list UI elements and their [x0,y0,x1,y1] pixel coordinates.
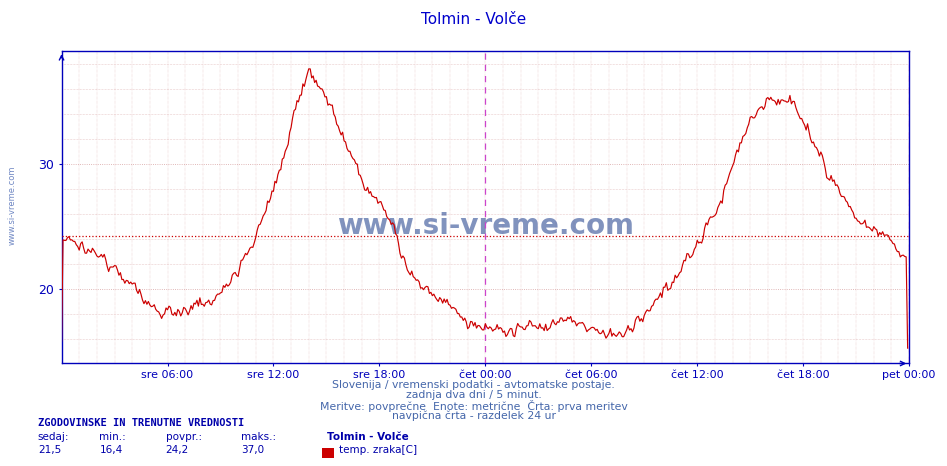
Text: 16,4: 16,4 [99,445,123,455]
Text: maks.:: maks.: [241,432,277,442]
Text: Tolmin - Volče: Tolmin - Volče [420,12,527,27]
Text: 21,5: 21,5 [38,445,62,455]
Text: ZGODOVINSKE IN TRENUTNE VREDNOSTI: ZGODOVINSKE IN TRENUTNE VREDNOSTI [38,418,244,427]
Text: www.si-vreme.com: www.si-vreme.com [337,212,634,240]
Text: 37,0: 37,0 [241,445,264,455]
Text: 24,2: 24,2 [166,445,189,455]
Text: Tolmin - Volče: Tolmin - Volče [327,432,408,442]
Text: zadnja dva dni / 5 minut.: zadnja dva dni / 5 minut. [405,390,542,400]
Text: min.:: min.: [99,432,126,442]
Text: povpr.:: povpr.: [166,432,202,442]
Text: sedaj:: sedaj: [38,432,69,442]
Text: Meritve: povprečne  Enote: metrične  Črta: prva meritev: Meritve: povprečne Enote: metrične Črta:… [320,400,627,412]
Text: www.si-vreme.com: www.si-vreme.com [8,165,17,245]
Text: Slovenija / vremenski podatki - avtomatske postaje.: Slovenija / vremenski podatki - avtomats… [332,380,615,390]
Text: navpična črta - razdelek 24 ur: navpična črta - razdelek 24 ur [391,411,556,421]
Text: temp. zraka[C]: temp. zraka[C] [339,445,417,455]
